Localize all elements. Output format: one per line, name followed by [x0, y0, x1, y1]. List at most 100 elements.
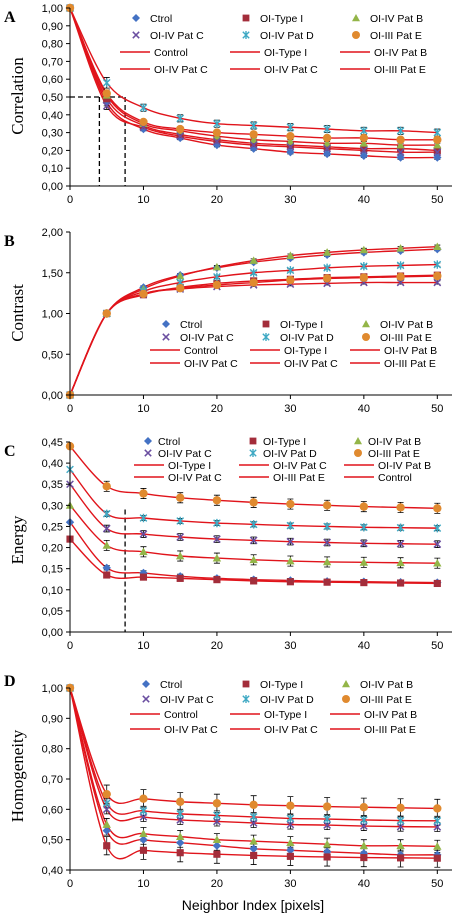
y-tick-label: 0,40 [42, 865, 63, 877]
data-point [323, 143, 331, 151]
legend-label: OI-IV Pat C [164, 724, 218, 736]
data-point [286, 838, 295, 847]
legend-label: Control [184, 345, 218, 357]
data-point [396, 140, 405, 149]
data-point [139, 829, 148, 837]
data-point [286, 275, 295, 285]
data-point [176, 809, 185, 819]
data-point [433, 523, 442, 533]
data-point [322, 840, 332, 848]
data-point [175, 838, 185, 847]
data-point [323, 853, 331, 861]
data-point [249, 130, 258, 139]
x-tick-label: 0 [67, 194, 73, 206]
legend-marker [362, 320, 370, 328]
data-point [323, 124, 331, 134]
data-point [176, 574, 184, 582]
y-tick-label: 0,60 [42, 74, 63, 86]
legend-label: OI-III Pat E [380, 332, 432, 344]
x-tick-label: 10 [137, 640, 149, 652]
data-point [286, 141, 294, 149]
data-point [249, 520, 258, 529]
data-point [433, 135, 442, 144]
data-point [175, 493, 185, 502]
legend-label: Ctrol [158, 436, 180, 448]
legend-marker [262, 333, 270, 341]
data-point [139, 573, 148, 581]
data-point [249, 844, 258, 853]
data-point [433, 153, 442, 162]
data-point [102, 78, 111, 87]
y-tick-label: 2,00 [42, 227, 63, 239]
data-point [213, 535, 221, 544]
data-point [250, 851, 258, 860]
y-tick-label: 0,00 [42, 627, 63, 639]
data-point [212, 799, 222, 808]
fit-curve [69, 687, 438, 828]
legend-label: OI-III Pat E [368, 448, 420, 460]
legend-label: OI-IV Pat B [368, 436, 421, 448]
y-tick-label: 0,30 [42, 128, 63, 140]
x-tick-label: 20 [211, 403, 223, 415]
data-point [176, 516, 185, 526]
data-point [139, 530, 148, 538]
data-point [359, 151, 369, 160]
data-point [213, 119, 221, 128]
legend-marker [142, 680, 150, 688]
data-point [396, 558, 405, 567]
legend-label: OI-Type I [168, 460, 211, 472]
y-tick-label: 1,00 [42, 683, 63, 695]
legend-label: OI-III Pat E [273, 472, 325, 484]
y-tick-label: 0,35 [42, 479, 63, 491]
data-point [286, 131, 295, 141]
y-axis-label: Energy [8, 515, 27, 564]
x-tick-label: 50 [431, 878, 443, 890]
data-point [396, 244, 405, 252]
y-tick-label: 0,60 [42, 804, 63, 816]
legend-label: OI-IV Pat C [154, 64, 208, 76]
data-point [396, 272, 405, 282]
legend-label: OI-IV Pat C [184, 358, 238, 370]
legend-marker [144, 449, 152, 457]
data-point [212, 280, 222, 290]
data-point [102, 89, 111, 98]
legend-label: Ctrol [160, 679, 182, 691]
legend-marker [242, 695, 250, 703]
data-point [323, 538, 332, 547]
panel-homogeneity: D Homogeneity 0,40 0,50 0,60 0,70 0,80 0,90 1,… [4, 673, 452, 890]
data-point [322, 139, 332, 147]
data-point [323, 144, 332, 153]
data-point [286, 801, 295, 810]
data-point [323, 522, 331, 531]
data-point [213, 811, 221, 820]
y-tick-label: 0,80 [42, 744, 63, 756]
data-point [139, 835, 148, 844]
y-tick-label: 0,50 [42, 349, 63, 361]
data-point [433, 140, 442, 149]
x-tick-label: 20 [211, 640, 223, 652]
panel-letter: A [4, 9, 16, 26]
legend-marker [242, 14, 250, 22]
y-tick-label: 0,00 [42, 181, 63, 193]
legend-marker [352, 14, 360, 22]
data-point [139, 547, 148, 556]
data-point [139, 794, 148, 803]
legend-label: OI-IV Pat C [180, 332, 234, 344]
y-tick-label: 0,90 [42, 21, 63, 33]
y-tick-label: 0,45 [42, 437, 63, 449]
data-point [322, 557, 332, 566]
y-tick-label: 1,00 [42, 309, 63, 321]
data-point [139, 103, 148, 112]
data-point [139, 513, 148, 523]
data-point [139, 813, 148, 821]
legend-label: OI-Type I [260, 13, 303, 25]
data-point [286, 266, 295, 275]
y-tick-label: 0,40 [42, 110, 63, 122]
x-tick-label: 50 [431, 194, 443, 206]
x-tick-label: 20 [211, 878, 223, 890]
legend-label: OI-III Pat E [384, 358, 436, 370]
y-tick-label: 0,90 [42, 713, 63, 725]
legend-label: OI-Type I [260, 679, 303, 691]
legend-label: OI-IV Pat B [384, 345, 437, 357]
y-tick-label: 0,70 [42, 774, 63, 786]
